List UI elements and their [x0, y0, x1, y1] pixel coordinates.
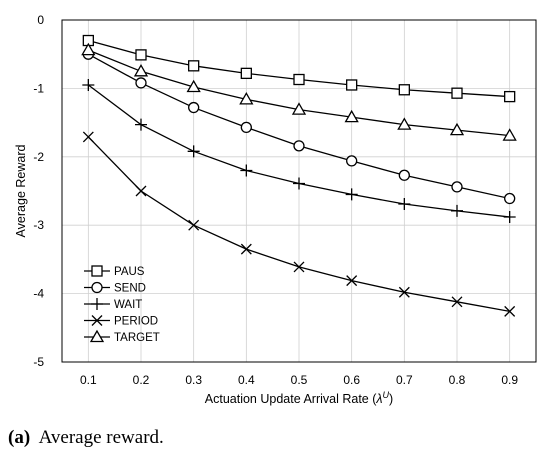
x-axis-label-superscript: U: [383, 390, 390, 400]
x-tick-label: 0.4: [238, 373, 255, 387]
data-point-target: [81, 42, 96, 56]
data-point-send: [240, 121, 252, 134]
data-point-period: [82, 131, 94, 143]
data-point-period: [346, 275, 358, 287]
x-tick-label: 0.1: [80, 373, 97, 387]
line-chart: 0.1 0.2 0.3 0.4 0.5 0.6 0.7 0.8 0.9 0 -1 -2 -3 -4 -5 P…: [14, 13, 537, 406]
x-axis-label-text: Actuation Update Arrival Rate (: [205, 392, 377, 406]
data-point-target: [502, 128, 517, 141]
legend-item-period: PERIOD: [84, 315, 158, 328]
y-tick-label: -2: [33, 150, 44, 164]
data-point-send: [188, 101, 200, 114]
data-point-send: [135, 77, 147, 89]
x-tick-label: 0.6: [343, 373, 360, 387]
data-point-period: [293, 261, 305, 273]
series-paus: [82, 34, 516, 103]
legend: PAUS SEND WAIT PERIOD TARGET: [84, 265, 160, 344]
data-point-send: [346, 155, 358, 167]
caption-text: Average reward.: [38, 427, 164, 448]
y-tick-label: -1: [33, 81, 44, 95]
data-point-wait: [240, 164, 253, 177]
data-point-send: [398, 169, 410, 181]
legend-marker-period: [91, 315, 103, 326]
data-point-send: [293, 140, 305, 152]
y-tick-label: 0: [37, 13, 44, 27]
data-point-wait: [135, 118, 147, 131]
data-point-send: [504, 192, 516, 205]
data-point-wait: [398, 197, 411, 210]
data-point-target: [186, 79, 201, 93]
x-axis-label: Actuation Update Arrival Rate (λU): [205, 390, 393, 406]
legend-label: SEND: [114, 283, 146, 295]
x-tick-label: 0.8: [449, 373, 466, 387]
tick-labels: 0.1 0.2 0.3 0.4 0.5 0.6 0.7 0.8 0.9 0 -1 -2 -3 -4 -5: [33, 13, 518, 387]
series-group: [81, 34, 517, 317]
y-tick-label: -5: [33, 355, 44, 369]
legend-marker-wait: [91, 298, 103, 310]
data-point-paus: [451, 87, 463, 99]
data-point-wait: [503, 210, 516, 223]
legend-label: WAIT: [114, 299, 142, 311]
data-point-wait: [345, 188, 358, 201]
legend-label: PAUS: [114, 266, 145, 278]
data-point-period: [188, 219, 200, 231]
data-point-period: [451, 296, 463, 308]
y-axis-label: Average Reward: [14, 145, 28, 238]
data-point-paus: [293, 73, 305, 86]
series-send: [82, 48, 516, 205]
figure-caption: (a) Average reward.: [8, 427, 164, 449]
data-point-paus: [135, 49, 147, 61]
x-tick-label: 0.9: [501, 373, 518, 387]
data-point-paus: [398, 84, 410, 96]
x-axis-label-suffix: ): [389, 392, 393, 406]
data-point-target: [344, 109, 359, 123]
series-wait: [82, 78, 516, 223]
data-point-wait: [293, 177, 305, 190]
x-axis-label-symbol: λ: [375, 392, 382, 406]
data-point-period: [504, 305, 516, 317]
legend-marker-target: [89, 329, 105, 343]
data-point-target: [397, 117, 412, 130]
legend-item-send: SEND: [84, 281, 146, 295]
legend-item-wait: WAIT: [84, 298, 142, 311]
x-tick-label: 0.7: [396, 373, 413, 387]
series-period: [82, 131, 516, 317]
plot-area-border: [61, 19, 537, 363]
caption-label: (a): [8, 427, 31, 448]
data-point-wait: [82, 78, 95, 91]
data-point-paus: [504, 90, 516, 103]
legend-item-paus: PAUS: [84, 265, 145, 278]
series-target: [81, 42, 517, 141]
data-point-period: [240, 243, 252, 255]
data-point-target: [239, 92, 254, 105]
legend-marker-paus: [91, 265, 103, 277]
data-point-wait: [187, 145, 200, 158]
data-point-target: [133, 63, 149, 77]
data-point-target: [291, 102, 307, 115]
data-point-period: [135, 185, 147, 197]
legend-item-target: TARGET: [84, 329, 160, 344]
x-tick-label: 0.2: [133, 373, 150, 387]
data-point-send: [451, 181, 463, 193]
y-tick-label: -4: [33, 287, 44, 301]
data-point-paus: [188, 60, 200, 72]
legend-marker-send: [91, 281, 103, 294]
legend-label: TARGET: [114, 332, 160, 344]
legend-label: PERIOD: [114, 316, 158, 328]
data-point-paus: [346, 79, 358, 91]
data-point-wait: [451, 204, 463, 217]
data-point-target: [449, 122, 465, 136]
data-point-period: [398, 286, 410, 298]
x-tick-label: 0.3: [185, 373, 202, 387]
y-tick-label: -3: [33, 218, 44, 232]
data-point-paus: [240, 67, 252, 80]
x-tick-label: 0.5: [291, 373, 308, 387]
